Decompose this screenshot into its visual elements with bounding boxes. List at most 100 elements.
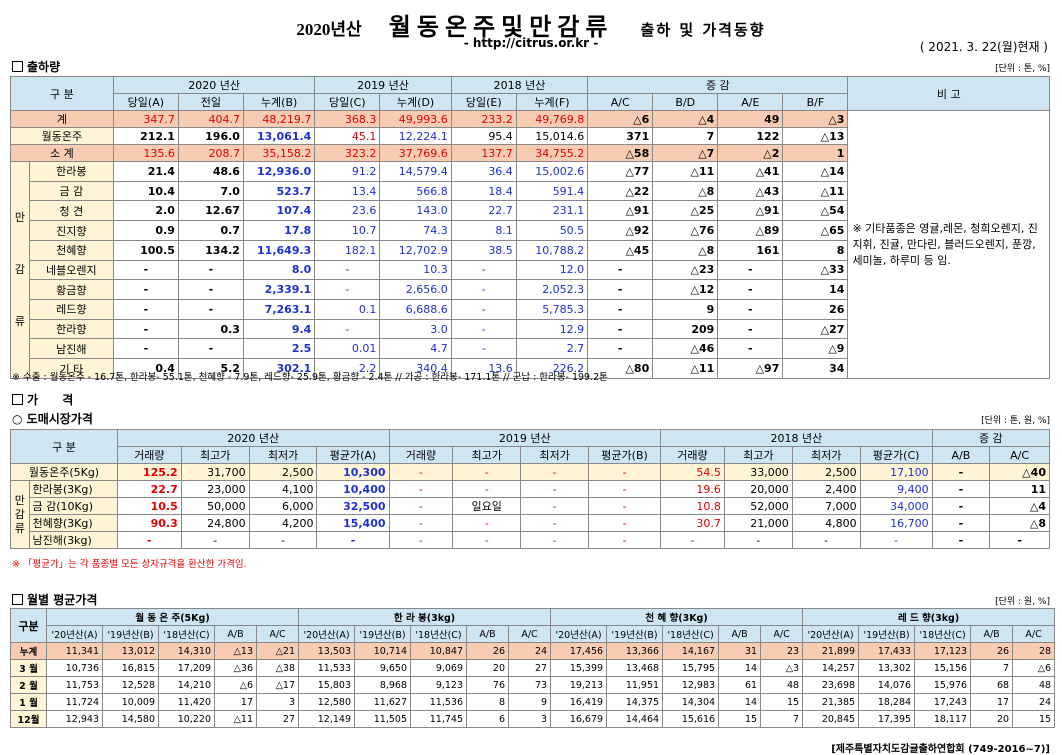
data-cell: 14,375 bbox=[606, 693, 664, 711]
data-cell: 2.5 bbox=[242, 338, 316, 360]
data-cell: 231.1 bbox=[515, 200, 589, 222]
data-cell: - bbox=[660, 531, 725, 549]
col-header-group: 월 동 온 주(5Kg) bbox=[45, 608, 300, 626]
data-cell: 49,993.6 bbox=[379, 110, 452, 128]
col-subheader: A/C bbox=[587, 93, 654, 111]
data-cell: 7.0 bbox=[177, 180, 244, 202]
data-cell: - bbox=[450, 318, 517, 340]
data-cell: - bbox=[587, 279, 654, 301]
col-subheader: '19년산(B) bbox=[606, 625, 664, 643]
col-subheader: 최고가 bbox=[180, 446, 250, 464]
col-subheader: A/C bbox=[255, 625, 300, 643]
data-cell: 2,052.3 bbox=[515, 279, 589, 301]
row-label: 레드향 bbox=[28, 299, 114, 320]
data-cell: 10.7 bbox=[314, 220, 381, 241]
shipment-unit: [단위 : 톤, %] bbox=[995, 64, 1050, 74]
row-label: 월동온주(5Kg) bbox=[10, 463, 118, 481]
data-cell: 26 bbox=[970, 642, 1014, 660]
data-cell: 10.8 bbox=[660, 497, 725, 515]
data-cell: 20,845 bbox=[802, 710, 860, 728]
data-cell: - bbox=[859, 531, 933, 549]
data-cell: △6 bbox=[214, 676, 257, 694]
col-subheader: 평균가(A) bbox=[316, 446, 390, 464]
data-cell: 10,714 bbox=[354, 642, 412, 660]
data-cell: 2.0 bbox=[112, 200, 179, 222]
col-header-2018: 2018 년산 bbox=[660, 429, 933, 447]
data-cell: 404.7 bbox=[177, 110, 244, 128]
data-cell: △11 bbox=[652, 358, 719, 379]
data-cell: 49 bbox=[717, 110, 784, 128]
col-subheader: '18년산(C) bbox=[914, 625, 972, 643]
col-subheader: A/C bbox=[760, 625, 804, 643]
data-cell: - bbox=[450, 299, 517, 320]
data-cell: 208.7 bbox=[177, 144, 244, 162]
data-cell: 9,123 bbox=[410, 676, 468, 694]
title-main: 월동온주및만감류 bbox=[388, 13, 614, 41]
data-cell: 95.4 bbox=[450, 127, 517, 145]
col-header-2020: 2020 년산 bbox=[112, 76, 316, 94]
col-subheader: A/C bbox=[508, 625, 552, 643]
data-cell: - bbox=[177, 279, 244, 301]
data-cell: △33 bbox=[782, 259, 849, 281]
data-cell: 48 bbox=[760, 676, 804, 694]
data-cell: 209 bbox=[652, 318, 719, 340]
data-cell: 2,656.0 bbox=[379, 279, 452, 301]
row-label: 1 월 bbox=[10, 693, 47, 711]
data-cell: △22 bbox=[587, 180, 654, 202]
data-cell: 4,100 bbox=[248, 480, 318, 498]
data-cell: △4 bbox=[989, 497, 1050, 515]
data-cell: - bbox=[520, 480, 590, 498]
data-cell: 23,000 bbox=[180, 480, 250, 498]
data-cell: △46 bbox=[652, 338, 719, 360]
data-cell: 18,117 bbox=[914, 710, 972, 728]
data-cell: △21 bbox=[255, 642, 300, 660]
data-cell: - bbox=[791, 531, 861, 549]
row-label: 한라향 bbox=[28, 318, 114, 340]
col-header-2019: 2019 년산 bbox=[314, 76, 452, 94]
data-cell: - bbox=[388, 497, 454, 515]
data-cell: 137.7 bbox=[450, 144, 517, 162]
table-row: 월동온주(5Kg) 125.2 31,700 2,500 10,300- - - -54.5 3… bbox=[10, 463, 1050, 481]
data-cell: 61 bbox=[718, 676, 762, 694]
data-cell: - bbox=[588, 497, 662, 515]
row-label: 금 감 bbox=[28, 180, 114, 202]
row-label: 누계 bbox=[10, 642, 47, 660]
data-cell: △13 bbox=[214, 642, 257, 660]
data-cell: 48 bbox=[1012, 676, 1056, 694]
table-row: 계 347.7 404.7 48,219.7 368.3 49,993.6 233.2 49,… bbox=[10, 110, 1050, 379]
col-subheader: A/C bbox=[989, 446, 1050, 464]
data-cell: - bbox=[177, 338, 244, 360]
data-cell: 48,219.7 bbox=[242, 110, 316, 128]
data-cell: - bbox=[450, 259, 517, 281]
data-cell: 3.0 bbox=[379, 318, 452, 340]
col-header-change: 증 감 bbox=[587, 76, 849, 94]
data-cell: 7 bbox=[970, 659, 1014, 677]
data-cell: △91 bbox=[587, 200, 654, 222]
data-cell: △3 bbox=[782, 110, 849, 128]
data-cell: 9 bbox=[508, 693, 552, 711]
data-cell: 24 bbox=[1012, 693, 1056, 711]
data-cell: - bbox=[180, 531, 250, 549]
data-cell: 15,156 bbox=[914, 659, 972, 677]
data-cell: 17,243 bbox=[914, 693, 972, 711]
data-cell: △58 bbox=[587, 144, 654, 162]
data-cell: △45 bbox=[587, 239, 654, 261]
col-subheader: A/E bbox=[717, 93, 784, 111]
data-cell: 196.0 bbox=[177, 127, 244, 145]
data-cell: 8.1 bbox=[450, 220, 517, 241]
table-row: 기 타 0.4 5.2 302.1 2.2 340.4 13.6 226.2 △80 △11 △97… bbox=[11, 358, 1050, 379]
data-cell: 12,983 bbox=[662, 676, 720, 694]
data-cell: 2.2 bbox=[314, 358, 381, 379]
data-cell: 일요일 bbox=[452, 497, 522, 515]
data-cell: - bbox=[388, 463, 454, 481]
data-cell: 14 bbox=[718, 659, 762, 677]
wholesale-price-table: 구 분 2020 년산 2019 년산 2018 년산 증 감 거래량 최고가 최저가 평균가(… bbox=[10, 429, 1051, 549]
data-cell: - bbox=[452, 480, 522, 498]
table-row: 남진해 - -2.5 0.01 4.7-2.7- △46- △9 bbox=[11, 338, 1050, 360]
row-label: 천혜향 bbox=[28, 239, 114, 261]
data-cell: 45.1 bbox=[314, 127, 381, 145]
title-year: 2020년산 bbox=[296, 20, 362, 39]
data-cell: △6 bbox=[1012, 659, 1056, 677]
data-cell: 134.2 bbox=[177, 239, 244, 261]
data-cell: 17,209 bbox=[158, 659, 215, 677]
